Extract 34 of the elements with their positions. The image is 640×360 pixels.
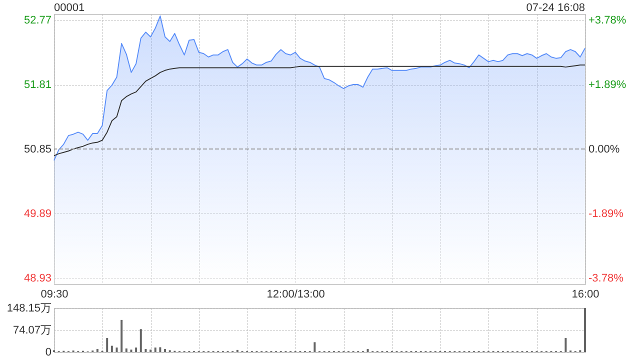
y-tick-label: 50.85 [24, 144, 52, 156]
bar [106, 338, 108, 352]
line-series [54, 64, 586, 156]
bar [159, 347, 162, 352]
y-tick-label: 51.81 [24, 79, 52, 92]
bar [110, 346, 113, 352]
bar [144, 349, 147, 352]
y2-tick-label: 0.00% [588, 144, 620, 156]
y-tick-label: 48.93 [24, 272, 52, 284]
bar [135, 348, 138, 352]
y-tick-label: 0 [45, 346, 52, 358]
bar [164, 349, 166, 352]
y-tick-label: 52.77 [24, 14, 52, 27]
bar [366, 349, 369, 352]
y-tick-label: 74.07万 [12, 324, 52, 336]
bar [116, 348, 118, 352]
y-tick-label: 49.89 [24, 208, 52, 220]
chart-title: 00001 [54, 2, 85, 14]
y-tick-label: 148.15万 [6, 302, 52, 314]
bar [314, 342, 316, 352]
y2-tick-label: -3.78% [588, 272, 624, 285]
bar [564, 338, 567, 352]
bar [140, 329, 142, 352]
x-tick-label: 12:00/13:00 [266, 288, 325, 300]
y2-tick-label: +1.89% [588, 78, 626, 91]
x-tick-label: 16:00 [572, 288, 600, 300]
x-tick-label: 09:30 [40, 288, 68, 300]
bar [96, 349, 98, 352]
bar [120, 320, 123, 352]
y2-tick-label: -1.89% [588, 208, 624, 220]
text: 07-24 16:08 [526, 2, 585, 14]
bar [154, 348, 156, 352]
bar [125, 348, 128, 352]
y2-tick-label: +3.78% [588, 14, 626, 26]
